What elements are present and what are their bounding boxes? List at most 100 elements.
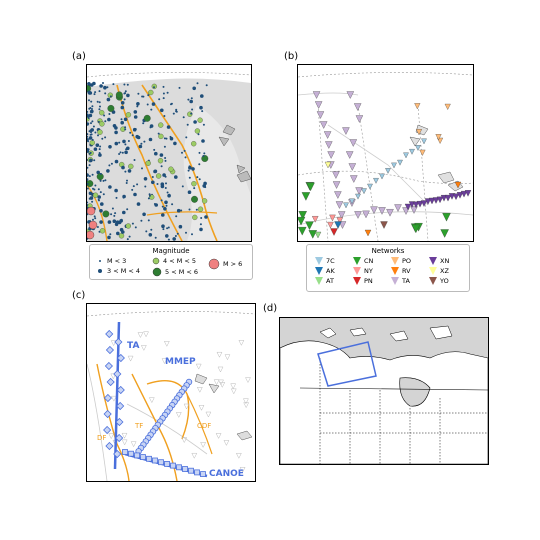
earthquake-marker bbox=[92, 192, 99, 198]
triangle-icon bbox=[429, 267, 437, 275]
earthquake-marker bbox=[96, 226, 99, 228]
earthquake-marker bbox=[88, 136, 93, 140]
earthquake-marker bbox=[87, 173, 89, 177]
earthquake-marker bbox=[126, 238, 129, 241]
station-marker bbox=[110, 373, 117, 380]
network-legend-label: RV bbox=[402, 267, 411, 275]
station-marker bbox=[394, 204, 402, 212]
ta-station bbox=[116, 401, 125, 411]
earthquake-marker bbox=[151, 176, 154, 178]
earthquake-marker bbox=[178, 86, 181, 89]
canoe-station bbox=[146, 455, 152, 462]
canoe-station bbox=[188, 467, 194, 474]
earthquake-marker bbox=[102, 82, 104, 84]
station-marker bbox=[385, 168, 391, 174]
earthquake-markers bbox=[87, 81, 209, 241]
earthquake-marker bbox=[162, 228, 165, 231]
earthquake-marker bbox=[134, 128, 137, 131]
earthquake-marker bbox=[133, 159, 136, 161]
earthquake-marker bbox=[99, 179, 102, 182]
station-marker bbox=[110, 340, 117, 347]
network-legend-item: CN bbox=[353, 257, 373, 265]
earthquake-marker bbox=[113, 214, 116, 217]
station-marker bbox=[175, 412, 182, 418]
triangle-icon bbox=[353, 277, 361, 285]
ta-station bbox=[105, 329, 114, 339]
canoe-station bbox=[134, 452, 140, 459]
earthquake-marker bbox=[186, 123, 189, 126]
earthquake-marker bbox=[162, 85, 165, 88]
earthquake-marker bbox=[99, 121, 105, 127]
earthquake-marker bbox=[114, 212, 117, 215]
ta-station bbox=[105, 345, 115, 355]
earthquake-marker bbox=[104, 120, 107, 123]
earthquake-marker bbox=[161, 213, 165, 217]
earthquake-marker bbox=[133, 110, 138, 114]
station-marker bbox=[440, 195, 448, 202]
station-marker bbox=[345, 151, 354, 159]
earthquake-marker bbox=[110, 213, 113, 216]
station-marker bbox=[121, 432, 128, 439]
earthquake-marker bbox=[104, 179, 107, 182]
earthquake-marker bbox=[172, 112, 175, 115]
earthquake-marker bbox=[87, 166, 89, 169]
earthquake-marker bbox=[125, 152, 128, 154]
station-marker bbox=[409, 149, 415, 155]
earthquake-marker bbox=[118, 233, 125, 239]
earthquake-marker bbox=[158, 122, 164, 128]
earthquake-marker bbox=[120, 118, 123, 121]
earthquake-marker bbox=[160, 108, 164, 113]
station-marker bbox=[348, 163, 357, 171]
station-marker bbox=[243, 398, 249, 405]
station-marker bbox=[421, 138, 427, 145]
earthquake-marker bbox=[185, 136, 188, 139]
earthquake-marker bbox=[204, 215, 208, 219]
earthquake-marker bbox=[92, 187, 94, 190]
earthquake-marker bbox=[150, 108, 153, 111]
earthquake-marker bbox=[135, 134, 139, 139]
earthquake-marker bbox=[148, 233, 153, 237]
earthquake-marker bbox=[98, 108, 101, 111]
earthquake-marker bbox=[127, 169, 132, 173]
canoe-station bbox=[122, 449, 128, 455]
station-marker bbox=[305, 221, 314, 230]
earthquake-marker bbox=[107, 104, 115, 112]
earthquake-marker bbox=[167, 226, 170, 229]
earthquake-marker bbox=[94, 217, 97, 220]
station-marker bbox=[349, 198, 355, 205]
earthquake-marker bbox=[122, 139, 126, 144]
earthquake-marker bbox=[193, 187, 196, 190]
station-marker bbox=[403, 152, 409, 159]
earthquake-marker bbox=[134, 226, 137, 229]
earthquake-marker bbox=[169, 136, 174, 141]
earthquake-marker bbox=[124, 170, 127, 173]
network-legend-item: NY bbox=[353, 267, 373, 275]
station-marker bbox=[432, 197, 440, 204]
station-marker bbox=[337, 211, 346, 219]
ta-station bbox=[103, 393, 113, 403]
earthquake-marker bbox=[173, 141, 177, 146]
station-marker bbox=[419, 149, 426, 156]
earthquake-marker bbox=[155, 173, 162, 179]
earthquake-marker bbox=[148, 137, 153, 142]
earthquake-marker bbox=[165, 182, 167, 185]
earthquake-marker bbox=[132, 185, 135, 188]
station-marker bbox=[456, 192, 464, 199]
earthquake-marker bbox=[99, 191, 102, 194]
earthquake-marker bbox=[161, 224, 165, 228]
station-marker bbox=[404, 203, 412, 211]
earthquake-marker bbox=[109, 95, 112, 98]
earthquake-marker bbox=[191, 141, 197, 147]
station-marker bbox=[391, 162, 397, 169]
network-legend-item: AK bbox=[315, 267, 335, 275]
earthquake-marker bbox=[98, 101, 101, 104]
earthquake-marker bbox=[185, 231, 187, 234]
earthquake-marker bbox=[191, 233, 193, 236]
earthquake-marker-large bbox=[88, 220, 98, 230]
earthquake-marker bbox=[121, 231, 124, 234]
earthquake-marker bbox=[87, 110, 89, 113]
earthquake-marker bbox=[92, 218, 94, 221]
station-marker bbox=[436, 196, 444, 204]
earthquake-marker bbox=[102, 210, 110, 218]
station-marker bbox=[161, 358, 168, 365]
